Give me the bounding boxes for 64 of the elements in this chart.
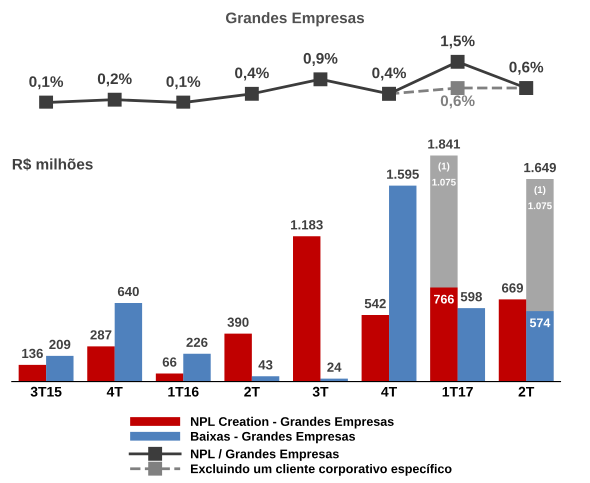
data-label: 1.595	[387, 170, 419, 179]
y-axis-title: R$ milhões	[12, 158, 93, 171]
x-tick-label: 2T	[244, 386, 260, 396]
bar	[183, 354, 211, 382]
bar	[224, 334, 252, 382]
bar	[87, 346, 115, 382]
legend-label: Baixas - Grandes Empresas	[190, 432, 355, 444]
annotation: (1) 1.075	[528, 186, 552, 210]
chart-title: Grandes Empresas	[226, 12, 364, 26]
x-tick-label: 3T15	[30, 386, 62, 397]
data-label: 669	[502, 283, 524, 293]
data-label: 1,5%	[441, 36, 475, 49]
data-label: 66	[162, 357, 176, 367]
bar	[18, 364, 46, 382]
data-label: 0,4%	[235, 67, 269, 81]
x-tick-label: 4T	[381, 386, 397, 396]
data-label: 542	[364, 298, 386, 308]
bar	[362, 314, 390, 382]
data-label: 0,4%	[372, 67, 406, 81]
point	[39, 96, 54, 109]
bar	[46, 356, 74, 382]
bar	[156, 373, 184, 382]
point	[450, 81, 465, 95]
x-tick-label: 4T	[106, 386, 123, 396]
data-label: 24	[327, 362, 342, 372]
legend-label: NPL / Grandes Empresas	[190, 449, 339, 461]
bar	[526, 311, 554, 382]
data-label: 0,1%	[166, 76, 200, 90]
x-tick-label: 3T	[312, 386, 328, 397]
point	[108, 92, 122, 107]
data-label: 43	[258, 360, 272, 370]
data-label: 0,6%	[509, 62, 544, 75]
bar	[114, 302, 142, 382]
data-label: 574	[530, 318, 550, 328]
x-tick-label: 2T	[518, 386, 534, 396]
data-label: 0,1%	[29, 76, 64, 90]
data-label: 209	[49, 340, 70, 350]
annotation: (1) 1.075	[432, 162, 456, 186]
point	[314, 72, 328, 86]
bar	[498, 299, 526, 382]
x-tick-label: 1T17	[442, 386, 473, 396]
data-label: 640	[118, 286, 139, 296]
data-label: 766	[434, 294, 454, 304]
data-label: 0,2%	[98, 73, 132, 86]
data-label: 390	[227, 318, 249, 327]
point	[450, 54, 465, 69]
data-label: 598	[460, 292, 482, 302]
bar	[458, 308, 486, 382]
data-label: 1.841	[428, 139, 460, 149]
bar	[389, 186, 416, 382]
data-label: 0,6%	[440, 95, 475, 108]
point	[244, 86, 259, 101]
data-label: 1.649	[524, 162, 556, 172]
legend-label: Excluindo um cliente corporativo específico	[190, 464, 452, 476]
x-tick-label: 1T16	[168, 386, 199, 397]
data-label: 0,9%	[304, 52, 338, 66]
data-label: 136	[22, 348, 43, 358]
point	[176, 96, 190, 109]
data-label: 287	[90, 330, 112, 340]
data-label: 226	[186, 338, 208, 348]
legend-label: NPL Creation - Grandes Empresas	[190, 416, 394, 428]
bar	[430, 287, 458, 382]
bar	[293, 236, 320, 382]
data-label: 1.183	[291, 220, 323, 230]
